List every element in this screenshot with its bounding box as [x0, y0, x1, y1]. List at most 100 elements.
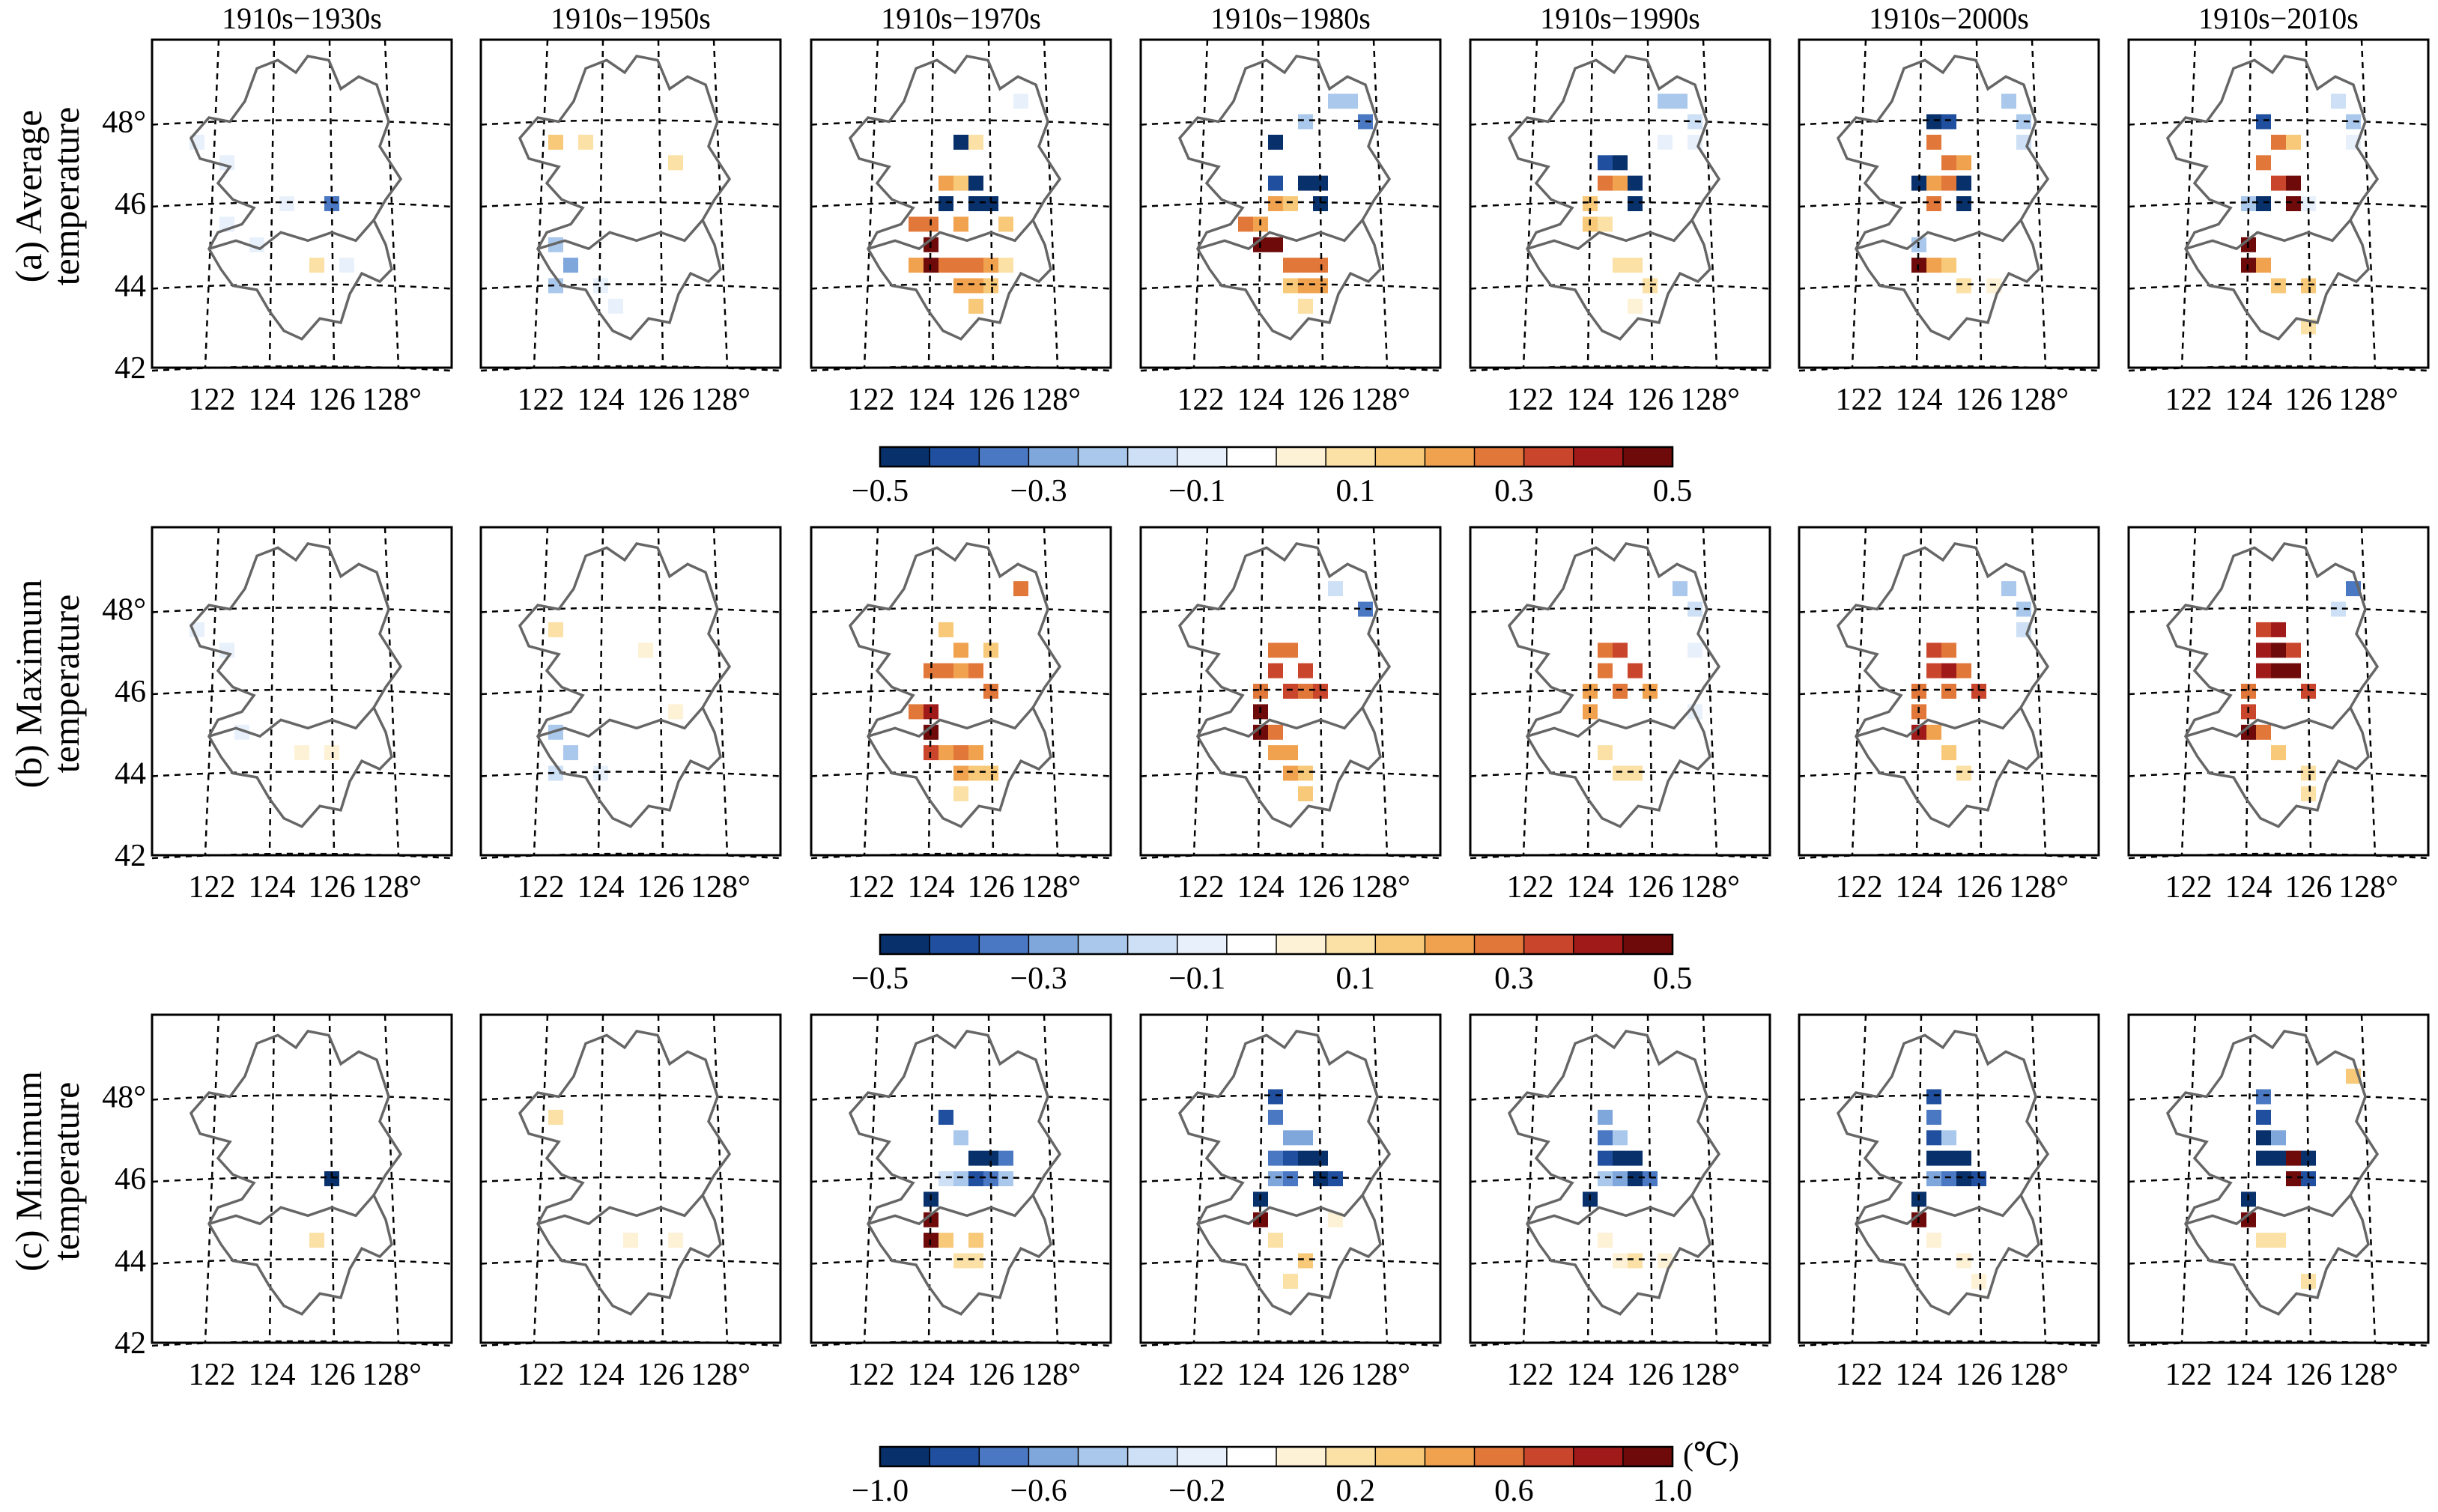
- province-border: [1855, 1194, 2022, 1226]
- lat-line: [2128, 607, 2429, 613]
- grid-cell: [1643, 1171, 1658, 1186]
- colorbar-swatch: [979, 447, 1029, 467]
- lon-line: [1317, 526, 1324, 856]
- colorbar-swatch: [1276, 935, 1326, 954]
- lon-tick-label: 128°: [2338, 383, 2398, 417]
- colorbar-swatch: [1028, 447, 1079, 467]
- anomaly-cells: [1253, 1089, 1343, 1289]
- lat-line: [1470, 1258, 1771, 1265]
- grid-cell: [953, 765, 968, 781]
- grid-cell: [234, 175, 249, 191]
- panel-frame: [2127, 526, 2430, 857]
- grid-cell: [219, 1130, 234, 1146]
- colorbar-swatch: [1474, 935, 1525, 954]
- lon-tick-label: 122: [1836, 870, 1883, 905]
- grid-cell: [968, 1253, 983, 1269]
- lon-tick-label: 126: [1627, 1358, 1674, 1392]
- grid-cell: [1926, 196, 1941, 211]
- lon-tick-label: 124: [577, 870, 625, 905]
- lon-tick-label: 128°: [1680, 383, 1740, 417]
- panel-frame: [479, 38, 782, 369]
- lat-line: [1798, 688, 2099, 696]
- lon-tick-label: 126: [968, 870, 1015, 905]
- panel-r2-c5: 122 124 126 128°: [1469, 526, 1771, 905]
- colorbar-swatch: [930, 447, 980, 467]
- grid-cell: [668, 704, 683, 720]
- lat-tick-label: 44: [115, 1245, 146, 1279]
- lat-line: [810, 607, 1112, 613]
- anomaly-cells: [1253, 581, 1373, 801]
- province-border: [208, 219, 375, 251]
- grid-cell: [1313, 1150, 1328, 1166]
- grid-cell: [953, 134, 968, 150]
- colorbar-swatch: [1523, 447, 1574, 467]
- province-border: [867, 1194, 1034, 1226]
- grid-cell: [1926, 114, 1941, 130]
- grid-cell: [1598, 1150, 1613, 1166]
- lat-tick-label: 42: [115, 839, 146, 873]
- lat-line: [1798, 1258, 2099, 1265]
- column-title-1: 1910s−1930s: [222, 1, 382, 35]
- colorbar-swatch: [1078, 1447, 1129, 1466]
- lon-line: [712, 1014, 729, 1344]
- lat-line: [480, 201, 781, 208]
- grid-cell: [1613, 155, 1628, 171]
- grid-cell: [1941, 1130, 1956, 1146]
- lon-tick-label: 122: [2165, 1358, 2213, 1392]
- grid-cell: [1298, 1150, 1313, 1166]
- lon-tick-label: 126: [309, 383, 356, 417]
- lat-line: [1798, 283, 2099, 290]
- grid-cell: [1613, 258, 1628, 273]
- row-label-line-1: (c) Minimum: [7, 1071, 49, 1272]
- grid-cell: [2256, 155, 2271, 171]
- lon-tick-label: 124: [908, 1358, 955, 1392]
- lat-line: [2128, 119, 2429, 126]
- lon-line: [1522, 1014, 1538, 1344]
- grid-cell: [2256, 663, 2271, 678]
- grid-cell: [2301, 319, 2316, 335]
- colorbar-swatch: [1078, 935, 1129, 954]
- lon-line: [533, 526, 549, 856]
- grid-cell: [1628, 298, 1643, 314]
- grid-cell: [1343, 94, 1358, 109]
- grid-cell: [1926, 134, 1941, 150]
- grid-cell: [1613, 1171, 1628, 1186]
- lon-line: [2360, 39, 2377, 368]
- grid-cell: [1941, 663, 1956, 678]
- grid-cell: [968, 745, 983, 761]
- lon-line: [657, 1014, 664, 1344]
- lon-tick-label: 122: [1507, 870, 1554, 905]
- lon-line: [712, 39, 729, 368]
- grid-cell: [938, 622, 953, 637]
- row-label-line-1: (b) Maximum: [7, 579, 49, 788]
- grid-cell: [2301, 278, 2316, 294]
- grid-cell: [638, 1171, 653, 1186]
- grid-cell: [1283, 643, 1298, 658]
- panel-r3-c1: 42 44 46 48° 122 124 126 128°: [102, 1013, 453, 1392]
- row-label-line-2: temperature: [45, 1082, 87, 1261]
- colorbar-swatch: [1573, 447, 1624, 467]
- lon-line: [1372, 39, 1389, 368]
- province-outline: [848, 1029, 1062, 1316]
- grid-cell: [1268, 1233, 1283, 1248]
- colorbar-swatch: [880, 935, 930, 954]
- lon-line: [2180, 1014, 2197, 1344]
- grid-cell: [1956, 196, 1971, 211]
- lon-tick-label: 124: [1567, 383, 1614, 417]
- grid-cell: [1613, 1130, 1628, 1146]
- lon-line: [2031, 39, 2047, 368]
- grid-cell: [953, 1171, 968, 1186]
- lon-tick-label: 124: [2225, 383, 2272, 417]
- lon-line: [383, 1014, 400, 1344]
- grid-cell: [1268, 1089, 1283, 1105]
- grid-cell: [1971, 1171, 1986, 1186]
- colorbar-tick-label: 0.1: [1336, 474, 1376, 508]
- lon-tick-label: 128°: [1350, 383, 1410, 417]
- grid-cell: [1268, 175, 1283, 191]
- grid-cell: [1013, 94, 1028, 109]
- lon-tick-label: 122: [1177, 870, 1225, 905]
- grid-cell: [2256, 1150, 2271, 1166]
- lon-tick-label: 128°: [1680, 1358, 1740, 1392]
- grid-cell: [968, 196, 983, 211]
